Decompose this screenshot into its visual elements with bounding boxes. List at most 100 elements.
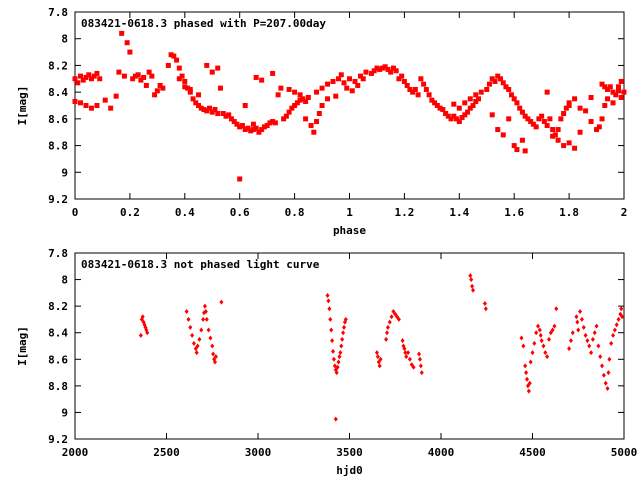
data-point	[393, 68, 399, 74]
data-point	[526, 388, 531, 394]
data-point	[132, 73, 138, 79]
data-point	[174, 57, 180, 63]
data-point	[334, 370, 339, 376]
data-point	[77, 100, 83, 106]
data-point	[385, 324, 390, 330]
data-point	[208, 335, 213, 341]
data-point	[605, 96, 611, 102]
data-point	[511, 96, 517, 102]
data-point	[368, 70, 374, 76]
data-point	[283, 113, 289, 119]
data-point	[602, 84, 608, 90]
data-point	[406, 350, 411, 356]
data-point	[124, 40, 130, 46]
data-point	[404, 82, 410, 88]
y-tick-label: 9	[61, 166, 68, 179]
data-point	[88, 76, 94, 82]
data-point	[385, 66, 391, 72]
data-point	[272, 120, 278, 126]
y-tick-label: 8.2	[48, 59, 68, 72]
data-point	[434, 103, 440, 108]
chart-title: 083421-0618.3 not phased light curve	[81, 258, 320, 271]
data-point	[336, 76, 342, 82]
data-point	[527, 380, 532, 386]
data-point	[204, 62, 210, 68]
y-tick-label: 8	[61, 33, 68, 46]
data-point	[588, 119, 594, 125]
data-point	[341, 330, 346, 336]
data-point	[220, 111, 226, 117]
data-point	[583, 108, 589, 114]
data-point	[533, 124, 539, 130]
data-point	[340, 336, 345, 342]
data-point	[379, 65, 385, 71]
data-point	[407, 356, 412, 362]
data-point	[108, 105, 114, 111]
data-point	[561, 143, 567, 149]
data-point	[333, 416, 338, 422]
y-tick-label: 7.8	[48, 6, 68, 19]
data-point	[432, 100, 438, 106]
data-point	[467, 105, 473, 111]
data-point	[550, 327, 555, 333]
data-point	[338, 350, 343, 356]
data-point	[297, 92, 303, 98]
data-point	[483, 306, 488, 312]
data-point	[508, 92, 514, 98]
data-point	[327, 306, 332, 312]
data-point	[522, 148, 528, 154]
data-point	[182, 78, 188, 84]
data-point	[561, 111, 567, 117]
data-point	[590, 336, 595, 342]
data-point	[308, 123, 314, 129]
data-point	[459, 115, 465, 121]
data-point	[215, 65, 221, 71]
data-point	[598, 354, 603, 360]
y-tick-label: 8.6	[48, 113, 68, 126]
data-point	[239, 123, 245, 129]
data-point	[489, 112, 495, 118]
data-point	[377, 66, 383, 72]
data-point	[206, 327, 211, 333]
data-point	[539, 113, 545, 119]
data-point	[407, 86, 413, 92]
data-point	[331, 356, 336, 362]
data-point	[535, 323, 540, 329]
data-point	[544, 123, 550, 129]
data-point	[168, 52, 174, 58]
data-point	[311, 129, 317, 135]
data-point	[203, 308, 208, 314]
data-point	[187, 86, 193, 92]
data-point	[135, 72, 141, 78]
data-point	[592, 330, 597, 336]
data-point	[152, 92, 158, 98]
data-point	[619, 306, 624, 312]
data-point	[611, 332, 616, 338]
data-point	[253, 125, 259, 131]
data-point	[621, 89, 627, 95]
data-point	[385, 330, 390, 336]
data-point	[191, 340, 196, 346]
x-tick-label: 4500	[519, 446, 546, 459]
data-point	[149, 73, 155, 79]
data-point	[607, 356, 612, 362]
data-point	[620, 314, 625, 320]
data-point	[300, 96, 306, 102]
data-point	[377, 363, 382, 369]
data-point	[326, 298, 331, 304]
data-point	[207, 105, 213, 111]
data-point	[171, 53, 177, 59]
data-point	[418, 76, 424, 82]
data-point	[552, 323, 557, 329]
data-point	[305, 94, 311, 100]
data-point	[363, 69, 369, 75]
data-point	[121, 73, 127, 79]
data-point	[545, 354, 550, 360]
data-point	[237, 176, 243, 182]
data-point	[160, 85, 166, 91]
data-point	[519, 335, 524, 341]
data-point	[371, 68, 377, 74]
data-point	[543, 350, 548, 356]
data-point	[570, 330, 575, 336]
